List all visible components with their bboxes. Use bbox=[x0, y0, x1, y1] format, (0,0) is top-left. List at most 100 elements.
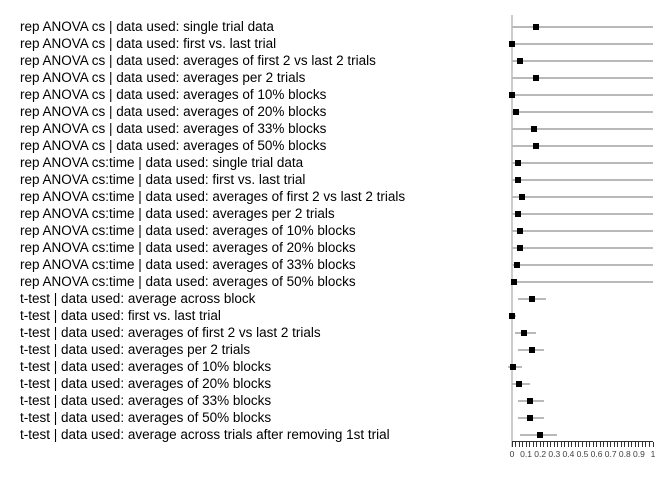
point-marker bbox=[532, 142, 539, 149]
ci-line bbox=[512, 195, 653, 198]
point-marker bbox=[516, 380, 523, 387]
x-axis-minor-tick bbox=[525, 442, 527, 447]
x-axis-tick-label: 0.3 bbox=[548, 449, 561, 459]
x-axis-minor-tick bbox=[603, 442, 605, 447]
x-axis-minor-tick bbox=[571, 442, 573, 447]
row-label: rep ANOVA cs | data used: averages of 50… bbox=[20, 138, 327, 153]
x-axis-minor-tick bbox=[518, 442, 520, 447]
x-axis-minor-tick bbox=[624, 442, 626, 447]
ci-line bbox=[512, 212, 653, 215]
ci-line bbox=[512, 42, 653, 45]
x-axis-minor-tick bbox=[529, 442, 531, 447]
row-label: rep ANOVA cs:time | data used: averages … bbox=[20, 189, 406, 204]
ci-line bbox=[512, 144, 653, 147]
x-axis-minor-tick bbox=[536, 442, 538, 447]
row-label: rep ANOVA cs:time | data used: averages … bbox=[20, 257, 356, 272]
row-label: rep ANOVA cs:time | data used: averages … bbox=[20, 240, 356, 255]
x-axis-minor-tick bbox=[648, 442, 650, 447]
ci-line bbox=[512, 263, 653, 266]
x-axis-tick-label: 0 bbox=[509, 449, 515, 459]
x-axis-minor-tick bbox=[631, 442, 633, 447]
x-axis-minor-tick bbox=[550, 442, 552, 447]
x-axis-tick-label: 0.8 bbox=[618, 449, 631, 459]
x-axis-minor-tick bbox=[606, 442, 608, 447]
row-label: t-test | data used: average across trial… bbox=[20, 427, 390, 442]
x-axis-minor-tick bbox=[515, 442, 517, 447]
point-marker bbox=[516, 227, 523, 234]
ci-line bbox=[512, 25, 653, 28]
point-marker bbox=[513, 108, 520, 115]
x-axis-tick-label: 0.2 bbox=[534, 449, 547, 459]
x-axis-minor-tick bbox=[582, 442, 583, 447]
ci-line bbox=[512, 127, 653, 130]
point-marker bbox=[528, 346, 535, 353]
point-marker bbox=[527, 397, 534, 404]
point-marker bbox=[516, 244, 523, 251]
x-axis-minor-tick bbox=[511, 442, 513, 447]
ci-line bbox=[512, 280, 653, 283]
ci-line bbox=[512, 246, 653, 249]
row-label: rep ANOVA cs | data used: single trial d… bbox=[20, 19, 274, 34]
x-axis-tick-label: 0.4 bbox=[562, 449, 575, 459]
x-axis-tick-label: 0.6 bbox=[590, 449, 603, 459]
row-label: rep ANOVA cs | data used: first vs. last… bbox=[20, 36, 277, 51]
point-marker bbox=[509, 91, 515, 98]
x-axis-minor-tick bbox=[627, 442, 629, 447]
x-axis-minor-tick bbox=[613, 442, 615, 447]
point-marker bbox=[509, 312, 515, 319]
x-axis-tick-label: 1 bbox=[650, 449, 656, 459]
row-label: rep ANOVA cs:time | data used: single tr… bbox=[20, 155, 304, 170]
ci-line bbox=[512, 59, 653, 62]
x-axis-minor-tick bbox=[652, 442, 654, 447]
row-label: rep ANOVA cs:time | data used: first vs.… bbox=[20, 172, 306, 187]
row-label: rep ANOVA cs | data used: averages of 33… bbox=[20, 121, 327, 136]
x-axis-minor-tick bbox=[610, 442, 612, 447]
x-axis-minor-tick bbox=[546, 442, 548, 447]
x-axis-minor-tick bbox=[522, 442, 524, 447]
row-label: rep ANOVA cs:time | data used: averages … bbox=[20, 223, 356, 238]
x-axis-minor-tick bbox=[589, 442, 591, 447]
x-axis-minor-tick bbox=[557, 442, 559, 447]
ci-line bbox=[512, 93, 653, 96]
ci-line bbox=[512, 76, 653, 79]
point-marker bbox=[532, 74, 539, 81]
ci-line bbox=[512, 161, 653, 164]
point-marker bbox=[509, 363, 516, 370]
x-axis-tick-label: 0.7 bbox=[604, 449, 617, 459]
row-label: rep ANOVA cs | data used: averages of fi… bbox=[20, 53, 376, 68]
point-marker bbox=[528, 295, 535, 302]
row-label: rep ANOVA cs:time | data used: averages … bbox=[20, 274, 356, 289]
x-axis-minor-tick bbox=[596, 442, 598, 447]
row-label: t-test | data used: first vs. last trial bbox=[20, 308, 221, 323]
ci-line bbox=[512, 178, 653, 181]
x-axis-minor-tick bbox=[617, 442, 619, 447]
row-label: rep ANOVA cs | data used: averages of 10… bbox=[20, 87, 327, 102]
row-label: t-test | data used: averages of 50% bloc… bbox=[20, 410, 272, 425]
point-marker bbox=[518, 193, 525, 200]
x-axis-minor-tick bbox=[641, 442, 643, 447]
x-axis-minor-tick bbox=[560, 442, 562, 447]
x-axis-minor-tick bbox=[567, 442, 569, 447]
row-label: t-test | data used: averages of 20% bloc… bbox=[20, 376, 272, 391]
point-marker bbox=[515, 176, 522, 183]
row-label: t-test | data used: averages per 2 trial… bbox=[20, 342, 251, 357]
point-marker bbox=[537, 431, 544, 438]
row-label: rep ANOVA cs | data used: averages of 20… bbox=[20, 104, 327, 119]
row-label: t-test | data used: averages of first 2 … bbox=[20, 325, 321, 340]
x-axis-tick-label: 0.9 bbox=[632, 449, 645, 459]
point-marker bbox=[514, 159, 521, 166]
x-axis-minor-tick bbox=[539, 442, 541, 447]
point-marker bbox=[520, 329, 527, 336]
ci-line bbox=[512, 229, 653, 232]
row-label: t-test | data used: average across block bbox=[20, 291, 256, 306]
x-axis-minor-tick bbox=[620, 442, 622, 447]
x-axis-minor-tick bbox=[543, 442, 545, 447]
x-axis-minor-tick bbox=[532, 442, 534, 447]
x-axis-minor-tick bbox=[578, 442, 580, 447]
point-marker bbox=[515, 210, 522, 217]
point-marker bbox=[530, 125, 537, 132]
row-label: rep ANOVA cs | data used: averages per 2… bbox=[20, 70, 306, 85]
ci-line bbox=[512, 110, 653, 113]
x-axis-tick-label: 0.5 bbox=[576, 449, 589, 459]
